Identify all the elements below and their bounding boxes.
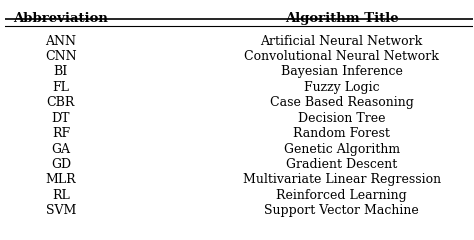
Text: ANN: ANN — [46, 35, 76, 48]
Text: Abbreviation: Abbreviation — [13, 12, 109, 25]
Text: Case Based Reasoning: Case Based Reasoning — [270, 96, 413, 109]
Text: GD: GD — [51, 158, 71, 171]
Text: Multivariate Linear Regression: Multivariate Linear Regression — [243, 173, 441, 186]
Text: Bayesian Inference: Bayesian Inference — [281, 66, 402, 78]
Text: Convolutional Neural Network: Convolutional Neural Network — [244, 50, 439, 63]
Text: BI: BI — [54, 66, 68, 78]
Text: Artificial Neural Network: Artificial Neural Network — [261, 35, 423, 48]
Text: Support Vector Machine: Support Vector Machine — [264, 204, 419, 217]
Text: Genetic Algorithm: Genetic Algorithm — [283, 143, 400, 156]
Text: Reinforced Learning: Reinforced Learning — [276, 189, 407, 202]
Text: Fuzzy Logic: Fuzzy Logic — [304, 81, 379, 94]
Text: CBR: CBR — [47, 96, 75, 109]
Text: RF: RF — [52, 127, 70, 140]
Text: RL: RL — [52, 189, 70, 202]
Text: Random Forest: Random Forest — [293, 127, 390, 140]
Text: MLR: MLR — [46, 173, 76, 186]
Text: Decision Tree: Decision Tree — [298, 112, 385, 125]
Text: SVM: SVM — [46, 204, 76, 217]
Text: DT: DT — [52, 112, 70, 125]
Text: CNN: CNN — [45, 50, 77, 63]
Text: Algorithm Title: Algorithm Title — [285, 12, 399, 25]
Text: GA: GA — [51, 143, 70, 156]
Text: FL: FL — [53, 81, 69, 94]
Text: Gradient Descent: Gradient Descent — [286, 158, 397, 171]
